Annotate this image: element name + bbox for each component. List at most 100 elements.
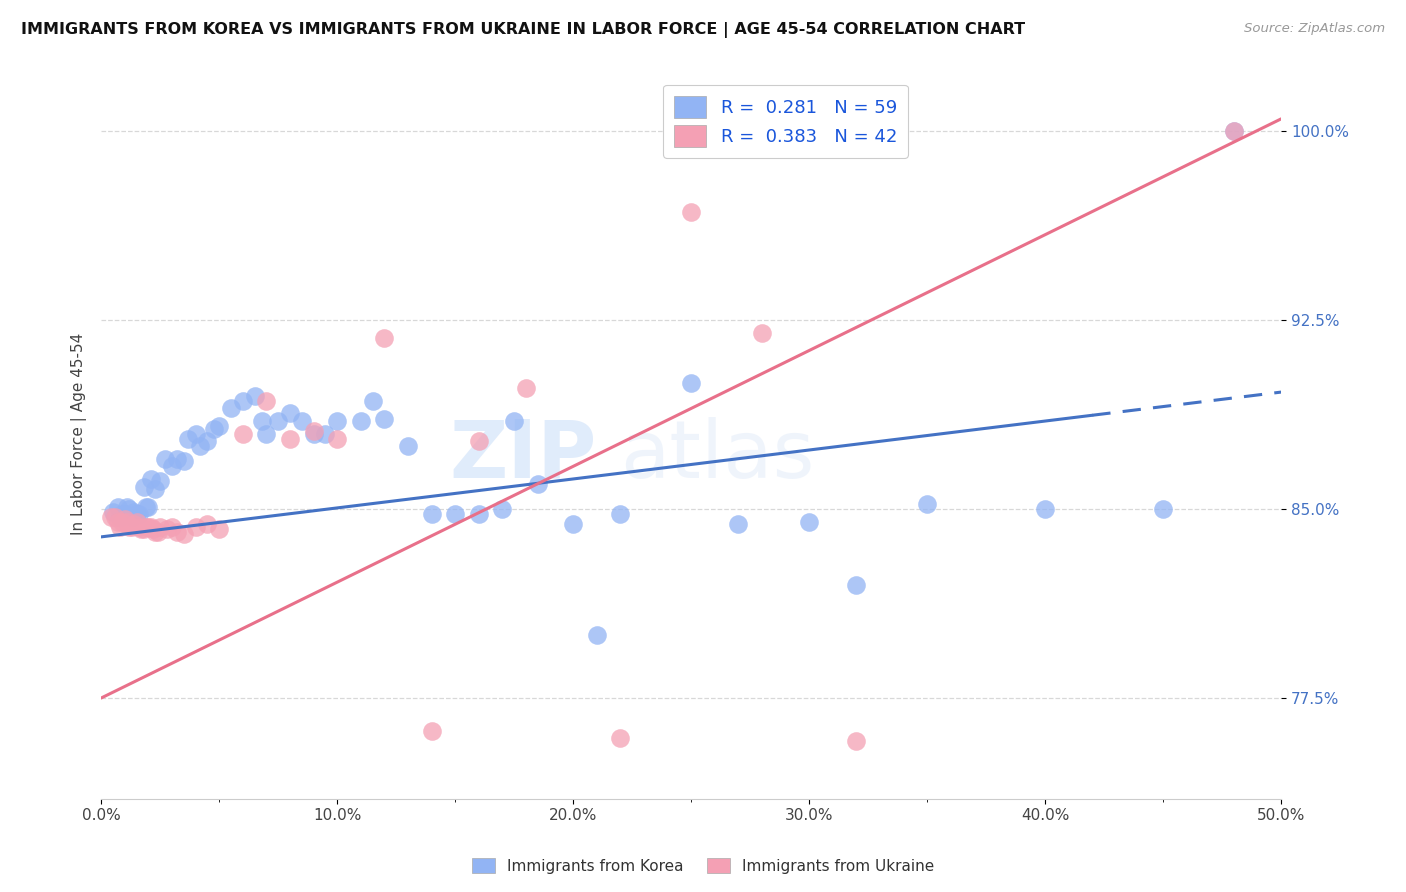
Point <box>291 414 314 428</box>
Point <box>108 509 131 524</box>
Point <box>107 500 129 514</box>
Point <box>156 522 179 536</box>
Point <box>118 502 141 516</box>
Point <box>845 734 868 748</box>
Point <box>202 421 225 435</box>
Point <box>145 524 167 539</box>
Point <box>188 439 211 453</box>
Point <box>278 407 301 421</box>
Point <box>526 477 548 491</box>
Point <box>1152 502 1174 516</box>
Point <box>132 522 155 536</box>
Point <box>135 500 157 514</box>
Point <box>609 731 631 746</box>
Point <box>149 475 172 489</box>
Point <box>314 426 336 441</box>
Point <box>562 517 585 532</box>
Point <box>373 411 395 425</box>
Point <box>111 515 134 529</box>
Point <box>503 414 526 428</box>
Point <box>121 509 143 524</box>
Point <box>100 509 122 524</box>
Point <box>115 515 138 529</box>
Point <box>195 517 218 532</box>
Point <box>515 381 537 395</box>
Point <box>195 434 218 449</box>
Point <box>125 515 148 529</box>
Point <box>114 507 136 521</box>
Point <box>135 520 157 534</box>
Y-axis label: In Labor Force | Age 45-54: In Labor Force | Age 45-54 <box>72 333 87 535</box>
Point <box>132 479 155 493</box>
Point <box>125 507 148 521</box>
Point <box>845 578 868 592</box>
Text: atlas: atlas <box>620 417 814 494</box>
Point <box>136 520 159 534</box>
Point <box>302 426 325 441</box>
Point <box>396 439 419 453</box>
Point <box>114 512 136 526</box>
Point <box>467 434 489 449</box>
Point <box>149 520 172 534</box>
Point <box>1223 124 1246 138</box>
Point <box>467 507 489 521</box>
Point <box>184 520 207 534</box>
Point <box>166 524 188 539</box>
Point <box>915 497 938 511</box>
Point <box>107 515 129 529</box>
Point <box>250 414 273 428</box>
Text: ZIP: ZIP <box>450 417 596 494</box>
Point <box>585 628 607 642</box>
Point <box>104 509 127 524</box>
Point <box>326 432 349 446</box>
Point <box>243 389 266 403</box>
Point <box>609 507 631 521</box>
Point <box>491 502 513 516</box>
Point <box>681 376 703 391</box>
Point <box>420 723 443 738</box>
Point <box>361 393 384 408</box>
Point <box>145 482 167 496</box>
Point <box>160 520 183 534</box>
Point <box>727 517 749 532</box>
Point <box>278 432 301 446</box>
Legend: Immigrants from Korea, Immigrants from Ukraine: Immigrants from Korea, Immigrants from U… <box>465 852 941 880</box>
Point <box>302 424 325 438</box>
Point <box>751 326 773 340</box>
Point <box>177 432 200 446</box>
Point <box>373 331 395 345</box>
Text: Source: ZipAtlas.com: Source: ZipAtlas.com <box>1244 22 1385 36</box>
Point <box>208 522 231 536</box>
Point <box>118 520 141 534</box>
Point <box>208 419 231 434</box>
Point <box>173 454 195 468</box>
Point <box>139 520 162 534</box>
Point <box>166 451 188 466</box>
Point <box>160 459 183 474</box>
Point <box>146 524 169 539</box>
Point <box>101 505 124 519</box>
Point <box>108 520 131 534</box>
Point <box>129 522 152 536</box>
Point <box>128 520 150 534</box>
Point <box>115 500 138 514</box>
Point <box>1223 124 1246 138</box>
Point <box>326 414 349 428</box>
Point <box>111 507 134 521</box>
Point <box>139 472 162 486</box>
Point <box>681 205 703 219</box>
Point <box>444 507 467 521</box>
Point <box>797 515 820 529</box>
Legend: R =  0.281   N = 59, R =  0.383   N = 42: R = 0.281 N = 59, R = 0.383 N = 42 <box>664 85 908 158</box>
Point <box>142 522 165 536</box>
Point <box>121 520 143 534</box>
Point <box>153 451 176 466</box>
Point <box>136 500 159 514</box>
Point <box>350 414 373 428</box>
Point <box>267 414 290 428</box>
Point <box>420 507 443 521</box>
Text: IMMIGRANTS FROM KOREA VS IMMIGRANTS FROM UKRAINE IN LABOR FORCE | AGE 45-54 CORR: IMMIGRANTS FROM KOREA VS IMMIGRANTS FROM… <box>21 22 1025 38</box>
Point <box>184 426 207 441</box>
Point <box>122 505 145 519</box>
Point <box>173 527 195 541</box>
